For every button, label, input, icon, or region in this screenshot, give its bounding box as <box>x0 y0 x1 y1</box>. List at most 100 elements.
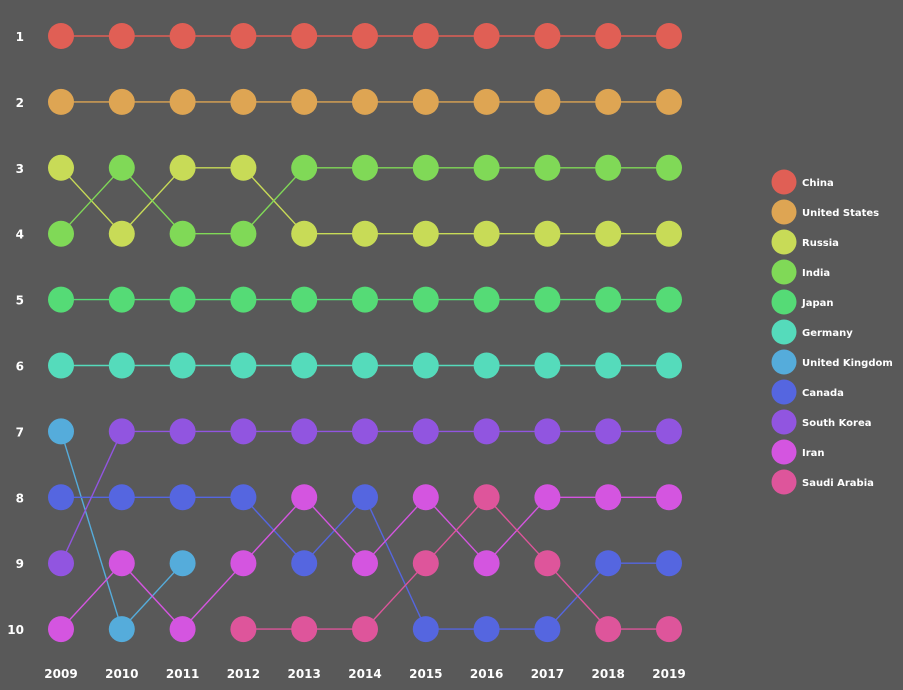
point-united-states-2017 <box>534 88 561 115</box>
y-tick-label: 4 <box>16 228 24 242</box>
y-tick-label: 10 <box>7 623 24 637</box>
point-japan-2015 <box>412 286 439 313</box>
point-iran-2014 <box>352 550 378 577</box>
point-iran-2015 <box>412 484 439 511</box>
point-canada-2018 <box>595 550 622 577</box>
point-japan-2019 <box>656 286 682 313</box>
point-india-2015 <box>412 154 439 181</box>
series-line-saudi-arabia <box>486 496 548 564</box>
point-south-korea-2014 <box>352 418 378 445</box>
point-iran-2017 <box>534 484 561 511</box>
point-germany-2009 <box>48 352 74 379</box>
legend-item-united-kingdom: United Kingdom <box>771 349 893 375</box>
point-germany-2016 <box>473 352 500 379</box>
point-iran-2010 <box>108 550 135 577</box>
y-tick-label: 6 <box>16 360 24 374</box>
x-tick-label: 2010 <box>105 667 138 681</box>
x-tick-label: 2014 <box>348 667 381 681</box>
point-canada-2014 <box>352 484 378 511</box>
x-axis: 2009 2010 2011 2012 2013 2014 2015 2016 2017 2018… <box>44 667 685 681</box>
legend-label: Germany <box>802 328 853 339</box>
legend-item-canada: Canada <box>771 379 844 405</box>
series-line-india <box>242 167 305 235</box>
point-china-2010 <box>108 23 135 49</box>
x-tick-label: 2011 <box>166 667 199 681</box>
point-south-korea-2019 <box>656 418 682 445</box>
point-canada-2016 <box>473 616 500 643</box>
point-united-states-2019 <box>656 88 682 115</box>
point-china-2013 <box>291 23 318 49</box>
x-tick-label: 2016 <box>470 667 503 681</box>
point-india-2013 <box>291 154 318 181</box>
point-russia-2013 <box>291 220 318 247</box>
legend-label: India <box>802 268 830 279</box>
point-south-korea-2016 <box>473 418 500 445</box>
point-india-2017 <box>534 154 561 181</box>
point-germany-2019 <box>656 352 682 379</box>
point-india-2011 <box>169 220 196 247</box>
point-russia-2017 <box>534 220 561 247</box>
point-russia-2014 <box>352 220 378 247</box>
point-japan-2011 <box>169 286 196 313</box>
series-line-saudi-arabia <box>425 496 488 564</box>
y-tick-label: 5 <box>16 294 24 308</box>
legend-marker <box>771 199 797 225</box>
point-china-2018 <box>595 23 622 49</box>
point-united-states-2011 <box>169 88 196 115</box>
point-iran-2012 <box>230 550 257 577</box>
point-united-kingdom-2010 <box>108 616 135 643</box>
point-canada-2009 <box>48 484 74 511</box>
point-japan-2009 <box>48 286 74 313</box>
point-russia-2009 <box>48 154 74 181</box>
point-india-2010 <box>108 154 135 181</box>
point-south-korea-2013 <box>291 418 318 445</box>
x-tick-label: 2015 <box>409 667 442 681</box>
y-tick-label: 8 <box>16 491 24 505</box>
point-iran-2018 <box>595 484 622 511</box>
point-germany-2010 <box>108 352 135 379</box>
legend: China United States Russia India Japan German… <box>771 169 893 495</box>
legend-item-united-states: United States <box>771 199 879 225</box>
x-tick-label: 2018 <box>591 667 624 681</box>
point-united-states-2009 <box>48 88 74 115</box>
point-united-states-2018 <box>595 88 622 115</box>
legend-label: South Korea <box>802 418 871 429</box>
point-china-2011 <box>169 23 196 49</box>
point-united-kingdom-2011 <box>169 550 196 577</box>
legend-label: Iran <box>802 448 825 459</box>
legend-marker <box>771 379 797 405</box>
legend-marker <box>771 439 797 465</box>
point-south-korea-2012 <box>230 418 257 445</box>
x-tick-label: 2017 <box>531 667 564 681</box>
point-united-states-2015 <box>412 88 439 115</box>
point-russia-2016 <box>473 220 500 247</box>
point-russia-2018 <box>595 220 622 247</box>
series-line-iran <box>303 496 366 564</box>
point-south-korea-2015 <box>412 418 439 445</box>
point-saudi-arabia-2014 <box>352 616 378 643</box>
point-germany-2012 <box>230 352 257 379</box>
point-canada-2015 <box>412 616 439 643</box>
point-germany-2011 <box>169 352 196 379</box>
legend-marker <box>771 259 797 285</box>
series-line-south-korea <box>60 431 123 564</box>
point-japan-2014 <box>352 286 378 313</box>
legend-label: Japan <box>801 298 834 309</box>
legend-item-india: India <box>771 259 830 285</box>
point-russia-2010 <box>108 220 135 247</box>
point-china-2009 <box>48 23 74 49</box>
point-saudi-arabia-2016 <box>473 484 500 511</box>
series-line-saudi-arabia <box>546 562 609 630</box>
legend-marker <box>771 349 797 375</box>
legend-item-russia: Russia <box>771 229 839 255</box>
point-canada-2012 <box>230 484 257 511</box>
point-china-2019 <box>656 23 682 49</box>
x-tick-label: 2009 <box>44 667 77 681</box>
point-china-2014 <box>352 23 378 49</box>
point-united-states-2016 <box>473 88 500 115</box>
y-axis: 1 2 3 4 5 6 7 8 9 10 <box>7 30 24 637</box>
point-united-states-2013 <box>291 88 318 115</box>
legend-label: United Kingdom <box>802 358 893 369</box>
